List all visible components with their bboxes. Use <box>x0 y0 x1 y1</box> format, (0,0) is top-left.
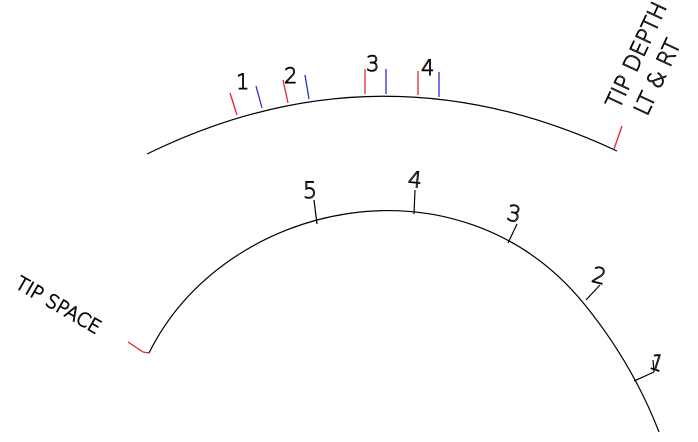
upper-label-3: 3 <box>366 52 379 76</box>
upper-arc-group: 1 2 3 4 TIP DEPTH LT & RT <box>146 0 687 155</box>
lower-tip-space-tick-a <box>127 341 144 353</box>
lower-tip-space-tick-b <box>142 351 150 354</box>
upper-label-2: 2 <box>284 64 297 88</box>
lower-tick-2 <box>585 284 601 301</box>
lower-label-2: 2 <box>589 263 609 291</box>
upper-tick-1-red <box>229 92 238 116</box>
upper-label-4: 4 <box>421 56 434 80</box>
lower-tick-4 <box>413 189 416 215</box>
lower-tick-3 <box>507 223 518 244</box>
upper-tick-2-red <box>282 79 289 104</box>
upper-arc <box>146 95 618 155</box>
lower-tick-5 <box>313 199 318 225</box>
upper-tick-2-blue <box>304 74 310 100</box>
lower-label-3: 3 <box>505 201 523 228</box>
lower-arc-group: 5 4 3 2 1 TIP SPACE <box>11 167 667 433</box>
lower-label-4: 4 <box>407 168 424 194</box>
lower-arc <box>148 210 660 433</box>
upper-label-1: 1 <box>236 70 249 94</box>
upper-tick-1-blue <box>255 85 263 109</box>
tip-space-label: TIP SPACE <box>12 272 105 339</box>
lower-tick-1-a <box>633 371 655 382</box>
upper-tick-tip-red <box>613 125 623 150</box>
lower-tick-1-b <box>652 359 655 373</box>
lower-label-1: 1 <box>646 350 667 378</box>
lower-label-5: 5 <box>303 179 317 204</box>
